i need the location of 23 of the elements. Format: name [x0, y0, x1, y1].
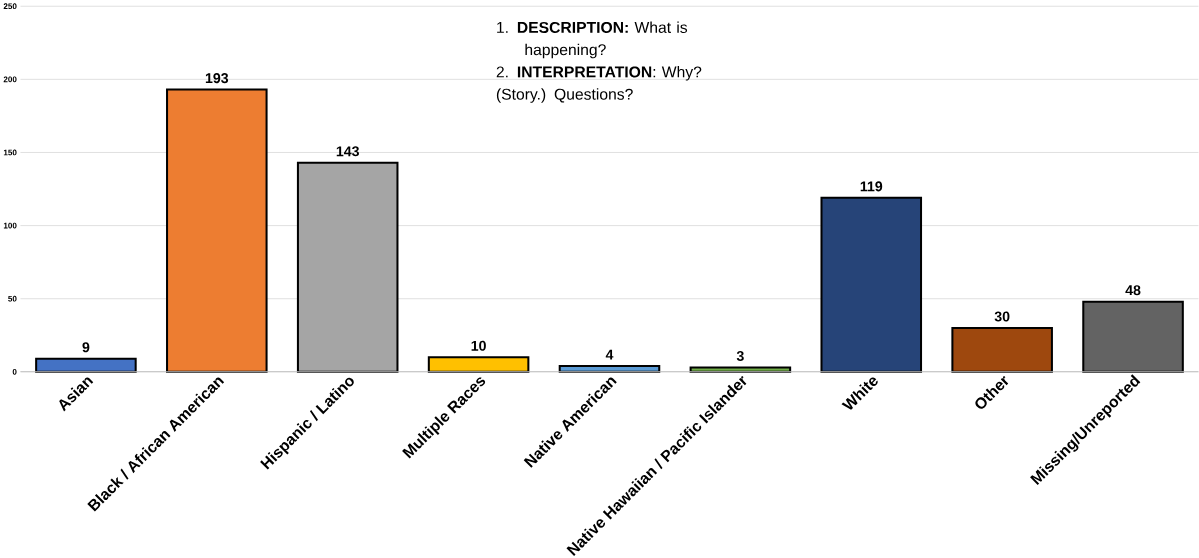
bar	[820, 196, 923, 373]
text: 2. INTERPRETATION: Why? (Story.) Questions?	[496, 65, 702, 103]
bar	[1082, 300, 1184, 373]
y-tick-label: 50	[8, 295, 17, 302]
data-label: 119	[860, 181, 883, 192]
data-label: 4	[605, 349, 614, 360]
bar	[166, 88, 268, 373]
bar	[951, 326, 1053, 373]
data-label: 193	[205, 72, 229, 84]
data-label: 10	[471, 340, 486, 351]
data-label: 143	[336, 146, 359, 157]
y-tick-label: 150	[3, 149, 17, 156]
data-label: 30	[994, 311, 1010, 322]
data-label: 9	[82, 342, 90, 353]
data-label: 48	[1125, 285, 1141, 296]
bar	[427, 356, 530, 373]
y-tick-label: 0	[12, 368, 17, 375]
y-tick-label: 100	[3, 222, 17, 229]
y-tick-label: 200	[3, 76, 17, 83]
data-label: 3	[736, 350, 744, 361]
text: 1. DESCRIPTION: What is happening?	[497, 21, 688, 59]
y-tick-label: 250	[3, 3, 17, 9]
bar	[296, 161, 399, 373]
